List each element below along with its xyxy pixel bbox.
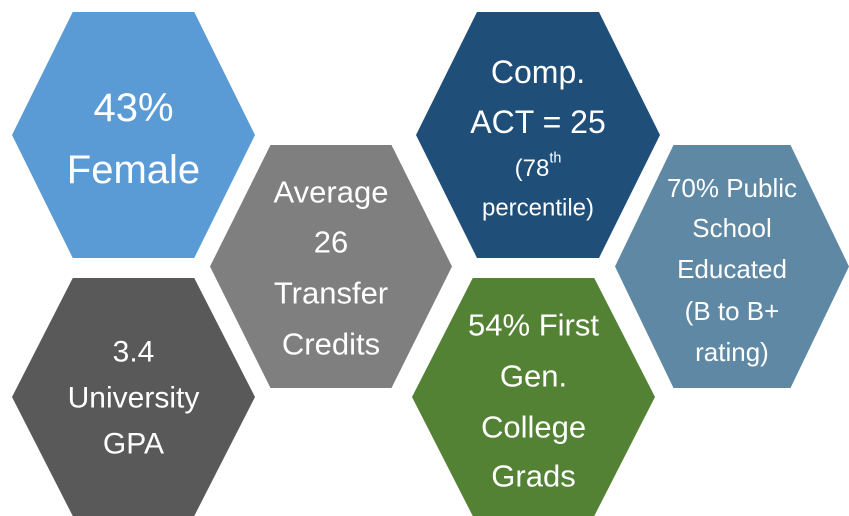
hexagon-text: Credits [282, 327, 380, 362]
text-main: (78 [515, 155, 550, 182]
hexagon [615, 145, 849, 388]
hexagon-text: ACT = 25 [470, 104, 605, 140]
hexagon-text: 26 [314, 225, 348, 260]
hexagon [416, 12, 660, 258]
hexagon-text: Comp. [491, 54, 585, 90]
hexagon-text: 43% [93, 86, 173, 130]
hexagon-text: Gen. [500, 359, 567, 394]
hexagon [12, 12, 255, 258]
hexagon [12, 278, 255, 516]
hexagon-text: 70% Public [667, 173, 797, 203]
hexagon-text: Grads [491, 459, 575, 494]
hexagon-text: (B to B+ [685, 296, 780, 326]
hexagon [210, 145, 452, 388]
hexagon-text: School [692, 213, 772, 243]
text-superscript: th [549, 150, 561, 166]
hexagon [412, 278, 655, 516]
hexagon-text: Transfer [274, 276, 388, 311]
hexagon-text: University [68, 382, 200, 415]
hexagon-text: GPA [103, 428, 164, 461]
hexagon-text: (78th​ [515, 150, 562, 181]
hexagon-text: Educated [677, 254, 787, 284]
hexagon-text: Female [67, 148, 200, 192]
hexagon-text: rating) [695, 337, 769, 367]
hexagon-text: College [481, 410, 586, 445]
hexagon-text: 54% First [468, 308, 599, 343]
hexagon-text: percentile) [482, 195, 594, 222]
hexagon-text: Average [274, 175, 389, 210]
hexagon-text: 3.4 [113, 336, 155, 369]
